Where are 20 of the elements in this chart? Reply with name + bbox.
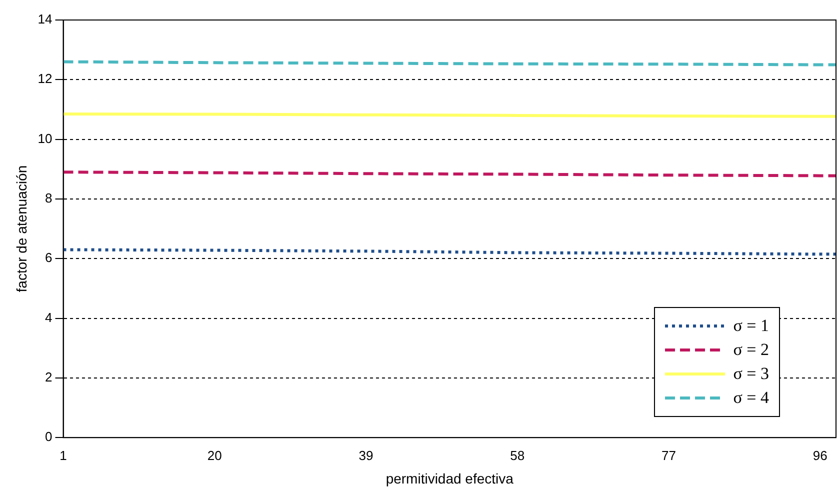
x-tick-label: 1	[60, 448, 67, 463]
legend-label: σ = 2	[733, 340, 769, 360]
legend-label: σ = 4	[733, 388, 769, 408]
y-tick-label: 4	[45, 310, 52, 325]
x-axis-title: permitividad efectiva	[386, 470, 514, 486]
x-tick-label: 96	[812, 448, 828, 463]
y-axis-title: factor de atenuación	[13, 165, 30, 292]
y-tick-label: 2	[45, 370, 52, 385]
y-tick-label: 14	[38, 12, 52, 27]
x-tick-label: 77	[661, 448, 676, 463]
legend-label: σ = 1	[733, 316, 769, 336]
x-tick-label: 20	[207, 448, 222, 463]
y-tick-label: 0	[45, 429, 52, 444]
y-tick-label: 10	[38, 130, 52, 146]
legend-label: σ = 3	[733, 364, 769, 384]
y-tick-label: 6	[45, 250, 52, 266]
x-tick-label: 39	[358, 448, 374, 463]
x-tick-label: 58	[510, 448, 525, 463]
y-tick-label: 12	[38, 71, 52, 86]
y-tick-label: 8	[45, 190, 52, 206]
